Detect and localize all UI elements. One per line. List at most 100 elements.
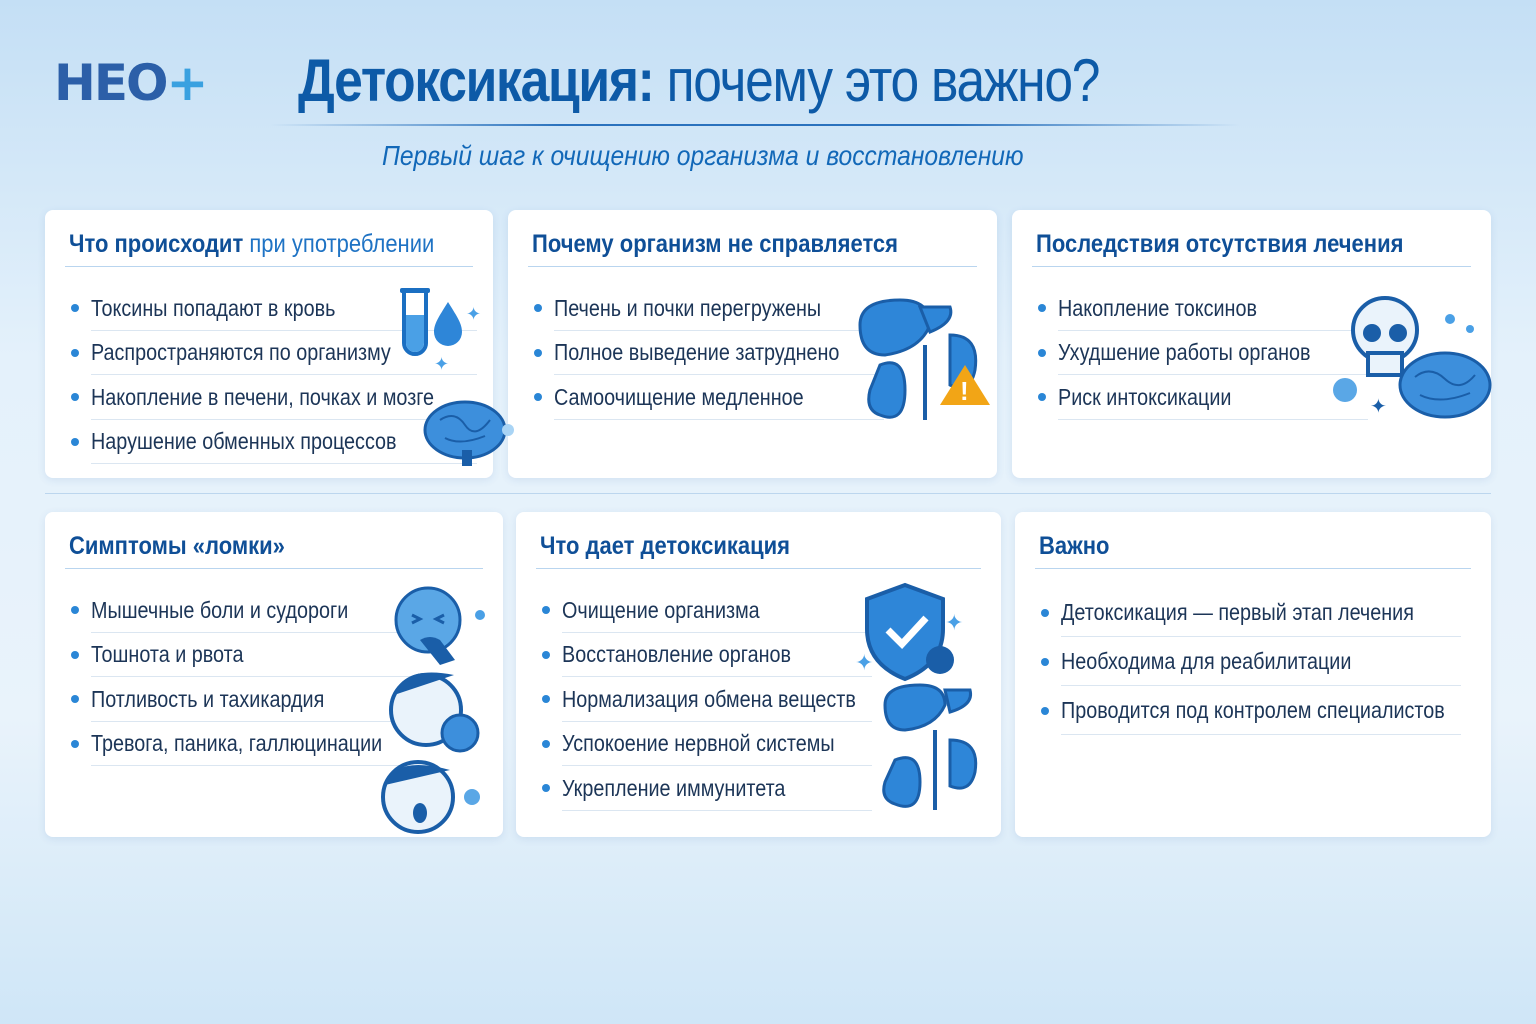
title-rest: почему это важно? — [653, 47, 1101, 114]
list-item-text: Проводится под контролем специалистов — [1061, 697, 1445, 723]
card-list: Накопление токсинов Ухудшение работы орга… — [1038, 286, 1368, 420]
list-item-text: Необходима для реабилитации — [1061, 648, 1352, 674]
bullet-icon — [71, 304, 79, 313]
item-rule — [91, 765, 421, 766]
svg-text:✦: ✦ — [466, 304, 481, 324]
list-item-text: Нарушение обменных процессов — [91, 428, 397, 455]
card-title: Почему организм не справляется — [532, 230, 898, 259]
list-item: Потливость и тахикардия — [71, 677, 430, 722]
item-rule — [562, 676, 872, 677]
sick-faces-icon — [380, 585, 500, 840]
list-item-text: Полное выведение затруднено — [554, 339, 840, 366]
bullet-icon — [1041, 706, 1049, 715]
list-item: Печень и почки перегружены — [534, 286, 886, 331]
list-item-text: Риск интоксикации — [1058, 383, 1232, 410]
logo: НЕО+ — [54, 58, 208, 108]
item-rule — [1058, 329, 1368, 331]
bullet-icon — [71, 348, 79, 357]
list-item-text: Очищение организма — [562, 596, 760, 623]
bullet-icon — [542, 784, 550, 793]
item-rule — [1058, 374, 1368, 375]
logo-text: НЕО — [54, 54, 169, 112]
card-title-bold: Что происходит — [69, 230, 244, 258]
list-item: Тревога, паника, галлюцинации — [71, 722, 430, 766]
list-item: Нарушение обменных процессов — [71, 420, 490, 464]
list-item-text: Накопление токсинов — [1058, 294, 1257, 321]
list-item: Накопление в печени, почках и мозге — [71, 375, 490, 420]
card-title-rule — [1032, 266, 1471, 267]
card-list: Очищение организма Восстановление органов… — [542, 588, 904, 811]
list-item-text: Печень и почки перегружены — [554, 294, 822, 321]
item-rule — [562, 765, 872, 766]
item-rule — [91, 463, 477, 464]
list-item: Необходима для реабилитации — [1041, 637, 1507, 686]
card-list: Мышечные боли и судороги Тошнота и рвота П… — [71, 588, 430, 766]
card-title-rule — [1035, 568, 1471, 569]
liver-kidney-warning-icon: ! — [850, 295, 1000, 430]
list-item-text: Тошнота и рвота — [91, 641, 244, 668]
bullet-icon — [1038, 393, 1046, 402]
svg-text:✦: ✦ — [945, 610, 963, 635]
list-item: Проводится под контролем специалистов — [1041, 686, 1507, 735]
row-divider — [45, 493, 1491, 494]
bullet-icon — [71, 695, 79, 704]
item-rule — [554, 329, 884, 331]
list-item: Полное выведение затруднено — [534, 331, 886, 375]
title-divider — [270, 124, 1240, 126]
list-item-text: Мышечные боли и судороги — [91, 596, 349, 623]
list-item: Мышечные боли и судороги — [71, 588, 430, 633]
card-title-bold: Что дает детоксикация — [540, 532, 790, 560]
bullet-icon — [71, 393, 79, 402]
list-item: Восстановление органов — [542, 633, 904, 677]
list-item-text: Потливость и тахикардия — [91, 685, 325, 712]
item-rule — [554, 418, 884, 420]
list-item-text: Тревога, паника, галлюцинации — [91, 730, 383, 757]
item-rule — [91, 374, 477, 375]
bullet-icon — [534, 393, 542, 402]
list-item: Токсины попадают в кровь — [71, 286, 490, 331]
bullet-icon — [534, 348, 542, 357]
bullet-icon — [1038, 304, 1046, 313]
list-item: Нормализация обмена веществ — [542, 677, 904, 722]
list-item-text: Токсины попадают в кровь — [91, 294, 336, 321]
list-item-text: Нормализация обмена веществ — [562, 685, 856, 712]
item-rule — [1061, 636, 1461, 637]
svg-text:✦: ✦ — [855, 650, 873, 675]
list-item: Укрепление иммунитета — [542, 766, 904, 811]
bullet-icon — [71, 437, 79, 446]
bullet-icon — [71, 739, 79, 748]
list-item-text: Укрепление иммунитета — [562, 774, 786, 801]
card-title-bold: Симптомы «ломки» — [69, 532, 285, 560]
list-item: Ухудшение работы органов — [1038, 331, 1368, 375]
shield-organs-icon: ✦ ✦ — [855, 580, 995, 825]
list-item-text: Успокоение нервной системы — [562, 730, 835, 757]
list-item-text: Ухудшение работы органов — [1058, 339, 1311, 366]
title-bold: Детоксикация: — [298, 47, 655, 114]
page-title: Детоксикация: почему это важно? — [298, 44, 1101, 118]
svg-text:!: ! — [960, 376, 969, 406]
item-rule — [554, 374, 884, 375]
item-rule — [562, 809, 872, 811]
card-title-rest: при употреблении — [243, 230, 435, 258]
item-rule — [91, 631, 421, 633]
card-title: Симптомы «ломки» — [69, 532, 285, 561]
card-title: Важно — [1039, 532, 1109, 561]
bullet-icon — [71, 650, 79, 659]
card-title-rule — [65, 568, 483, 569]
card-title-rule — [65, 266, 473, 267]
item-rule — [562, 631, 872, 633]
list-item: Накопление токсинов — [1038, 286, 1368, 331]
bullet-icon — [1041, 608, 1049, 617]
list-item-text: Распространяются по организму — [91, 339, 391, 366]
bullet-icon — [1038, 348, 1046, 357]
list-item-text: Накопление в печени, почках и мозге — [91, 383, 435, 410]
card-list: Токсины попадают в кровь Распространяются… — [71, 286, 490, 464]
list-item: Детоксикация — первый этап лечения — [1041, 588, 1507, 637]
item-rule — [1061, 685, 1461, 686]
list-item-text: Самоочищение медленное — [554, 383, 804, 410]
item-rule — [91, 720, 421, 722]
list-item: Самоочищение медленное — [534, 375, 886, 420]
card-title-bold: Последствия отсутствия лечения — [1036, 230, 1404, 258]
card-title: Что происходит при употреблении — [69, 230, 434, 259]
list-item-text: Детоксикация — первый этап лечения — [1061, 599, 1414, 625]
